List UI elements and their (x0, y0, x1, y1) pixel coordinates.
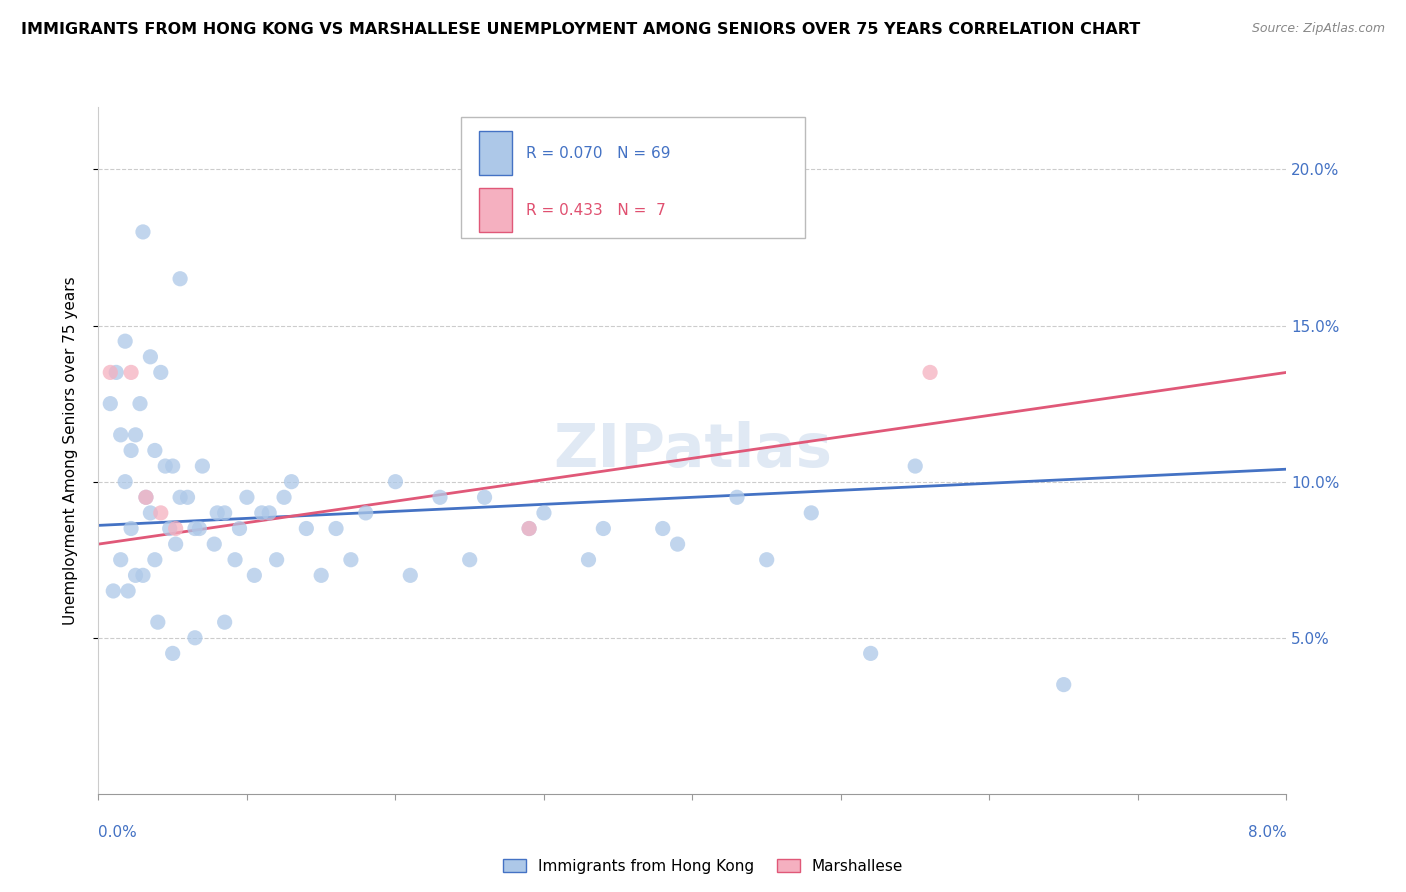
Point (578, 552, 600, 567)
Text: R = 0.070   N = 69: R = 0.070 N = 69 (526, 145, 671, 161)
Point (429, 490, 451, 504)
Point (214, 506, 236, 520)
Y-axis label: Unemployment Among Seniors over 75 years: Unemployment Among Seniors over 75 years (63, 277, 77, 624)
Point (149, 366, 172, 380)
Point (176, 490, 198, 504)
Point (169, 271, 191, 285)
Point (859, 646, 882, 660)
Point (273, 490, 295, 504)
Legend: Immigrants from Hong Kong, Marshallese: Immigrants from Hong Kong, Marshallese (496, 853, 910, 880)
Point (340, 552, 363, 567)
Point (309, 568, 332, 582)
Point (98, 366, 121, 380)
Point (257, 506, 280, 520)
Point (129, 396, 152, 410)
Text: R = 0.433   N =  7: R = 0.433 N = 7 (526, 202, 666, 218)
Point (224, 552, 246, 567)
Point (666, 537, 689, 551)
Point (120, 366, 142, 380)
Text: Source: ZipAtlas.com: Source: ZipAtlas.com (1251, 22, 1385, 36)
Point (592, 521, 614, 535)
Point (110, 427, 132, 442)
Point (124, 568, 146, 582)
Point (399, 568, 422, 582)
Point (266, 552, 288, 567)
Point (162, 646, 184, 660)
FancyBboxPatch shape (461, 118, 806, 237)
Point (162, 458, 184, 473)
Point (184, 521, 207, 535)
Point (120, 443, 142, 458)
Point (139, 350, 162, 364)
Point (904, 458, 927, 473)
Point (236, 490, 259, 504)
Point (725, 490, 748, 504)
Point (143, 443, 166, 458)
Point (120, 521, 142, 535)
Point (103, 583, 125, 598)
Point (214, 615, 236, 630)
Bar (478, 131, 512, 176)
Point (143, 552, 166, 567)
Point (800, 506, 823, 520)
Point (155, 458, 177, 473)
Point (146, 615, 169, 630)
Point (755, 552, 778, 567)
Point (228, 521, 250, 535)
Text: 8.0%: 8.0% (1247, 825, 1286, 839)
Point (139, 506, 162, 520)
Point (135, 490, 157, 504)
Point (124, 427, 146, 442)
Point (651, 521, 673, 535)
Bar (478, 187, 512, 233)
Point (165, 521, 187, 535)
Point (243, 568, 266, 582)
Text: 0.0%: 0.0% (98, 825, 138, 839)
Point (165, 537, 187, 551)
Point (384, 475, 406, 489)
Point (920, 366, 942, 380)
Point (458, 552, 481, 567)
Point (110, 552, 132, 567)
Point (191, 458, 214, 473)
Point (135, 490, 157, 504)
Point (105, 366, 128, 380)
Point (159, 521, 181, 535)
Text: ZIPatlas: ZIPatlas (553, 421, 832, 480)
Point (132, 568, 155, 582)
Point (117, 583, 139, 598)
Point (184, 631, 207, 645)
Point (295, 521, 318, 535)
Point (114, 475, 136, 489)
Text: IMMIGRANTS FROM HONG KONG VS MARSHALLESE UNEMPLOYMENT AMONG SENIORS OVER 75 YEAR: IMMIGRANTS FROM HONG KONG VS MARSHALLESE… (21, 22, 1140, 37)
Point (98, 396, 121, 410)
Point (169, 490, 191, 504)
Point (202, 537, 225, 551)
Point (188, 521, 211, 535)
Point (280, 475, 302, 489)
Point (207, 506, 229, 520)
Point (250, 506, 273, 520)
Point (114, 334, 136, 348)
Point (149, 506, 172, 520)
Point (517, 521, 540, 535)
Point (1053, 678, 1076, 692)
Point (325, 521, 347, 535)
Point (533, 506, 555, 520)
Point (132, 225, 155, 239)
Point (517, 521, 540, 535)
Point (354, 506, 377, 520)
Point (474, 490, 496, 504)
